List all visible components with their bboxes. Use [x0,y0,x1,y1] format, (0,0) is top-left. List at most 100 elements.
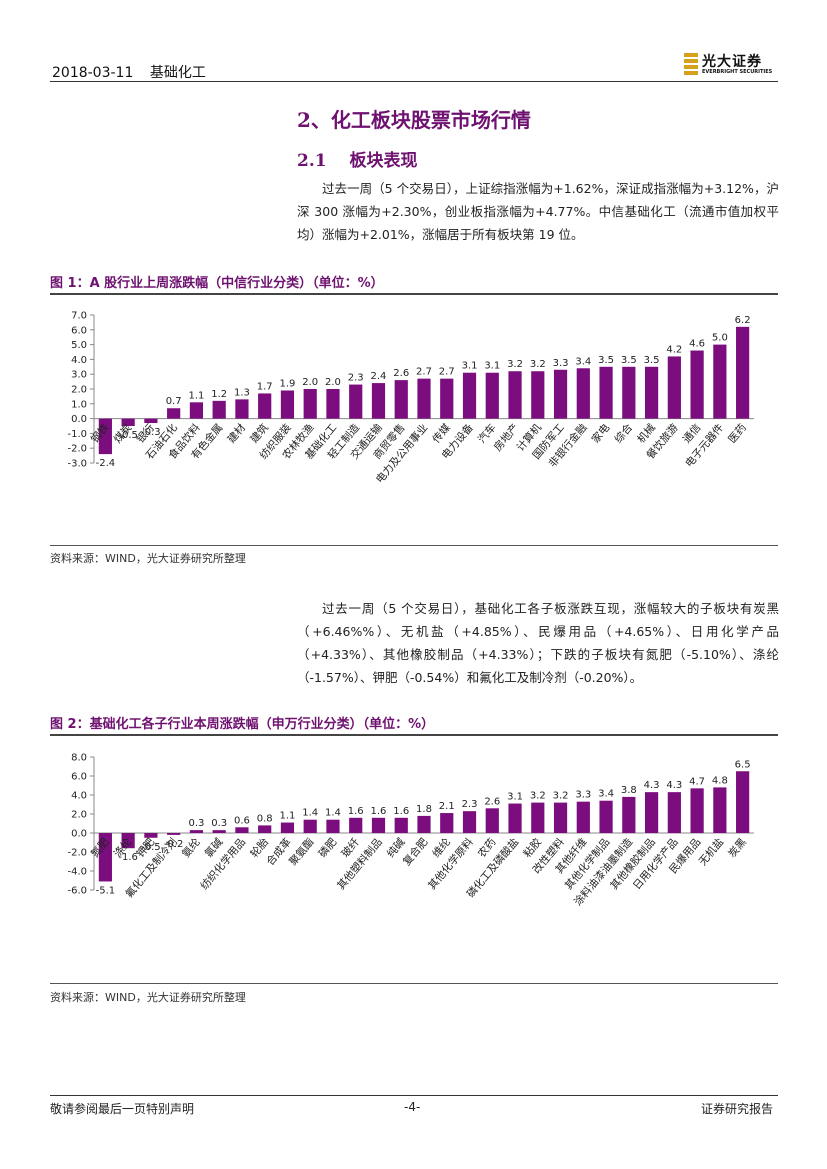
fig1-data-label: 3.5 [621,355,637,366]
fig2-data-label: -1.6 [118,852,138,863]
footer-report-type: 证券研究报告 [701,1102,774,1116]
paragraph-2-text: 过去一周（5 个交易日），基础化工各子板涨跌互现，涨幅较大的子板块有炭黑（+6.… [297,601,779,685]
footer-divider [50,1095,778,1096]
figure-2-bottom-rule [50,983,778,984]
figure-2-bar-chart: 8.06.04.02.00.0-2.0-4.0-6.0 -5.1氮肥 -1.6涤纶 -… [67,753,754,908]
fig2-y-tick-label: 6.0 [71,772,87,783]
fig1-data-label: 2.3 [348,373,364,384]
fig2-category-label: 炭黑 [726,836,749,860]
fig1-bar [599,366,613,419]
fig2-data-label: 3.1 [507,792,523,803]
fig1-bar [98,418,112,455]
page-number: -4- [404,1100,421,1114]
fig2-bar [576,801,590,833]
fig1-y-tick-label: 1.0 [71,399,87,410]
fig1-data-label: 5.0 [712,333,728,344]
fig2-data-label: 1.6 [393,806,409,817]
fig1-data-label: 4.2 [666,344,682,355]
fig2-data-label: 0.6 [234,815,250,826]
fig2-bar [553,802,568,833]
fig1-bar [531,371,545,419]
fig2-data-label: 1.1 [279,811,295,822]
fig2-bar [144,833,158,838]
fig1-category-label: 建材 [225,421,249,446]
fig2-bar [98,833,112,882]
footer-disclaimer: 敬请参阅最后一页特别声明 [50,1102,195,1116]
logo-en-text: EVERBRIGHT SECURITIES [702,69,773,75]
fig1-data-label: 3.4 [575,356,591,367]
fig1-data-label: 6.2 [735,315,751,326]
fig1-category-label: 医药 [726,422,749,446]
report-industry: 基础化工 [149,65,206,81]
report-date: 2018-03-11 [52,65,134,81]
fig1-data-label: 3.1 [484,361,500,372]
fig1-bar [644,366,659,419]
fig1-y-tick-label: 0.0 [71,414,87,425]
fig2-y-tick-label: -4.0 [67,867,87,878]
fig1-bar [371,383,386,419]
fig1-data-label: 2.0 [325,377,341,388]
fig2-data-label: 0.3 [211,818,227,829]
fig1-bar [121,418,135,426]
fig1-bar [280,390,295,419]
fig2-data-label: 1.8 [416,804,432,815]
section-title: 2、化工板块股票市场行情 [297,108,531,132]
fig1-y-tick-label: 3.0 [71,370,87,381]
fig1-data-label: 3.5 [644,355,660,366]
logo-mark-icon [684,53,698,75]
fig2-bar [235,827,249,833]
fig1-bar [508,371,522,419]
fig2-bar [280,822,295,833]
logo-cn-text: 光大证券 [702,54,762,70]
figure-1-top-rule [50,293,778,295]
fig1-category-label: 家电 [589,421,613,446]
fig2-data-label: 1.4 [302,808,318,819]
fig1-bar [576,368,590,419]
fig2-data-label: 1.6 [371,806,387,817]
fig1-bar [667,356,681,419]
fig2-data-label: 2.6 [484,796,500,807]
figure-2-top-rule [50,734,778,736]
figure-2-source: 资料来源：WIND，光大证券研究所整理 [50,991,246,1004]
fig2-bar [121,833,135,849]
fig2-data-label: 3.3 [575,790,591,801]
fig1-bar [326,389,340,419]
report-header: 2018-03-11 基础化工 [52,62,218,82]
fig2-data-label: 1.4 [325,808,341,819]
fig1-bar [553,369,568,419]
figure-1-title: 图 1：A 股行业上周涨跌幅（中信行业分类）（单位：%） [50,276,384,291]
fig2-bar [667,792,681,833]
paragraph-index-performance: 过去一周（5 个交易日），上证综指涨幅为+1.62%，深证成指涨幅为+3.12%… [297,177,779,246]
fig2-bar [394,817,408,833]
fig2-bar [462,811,477,833]
fig2-y-tick-label: -6.0 [67,886,87,897]
fig2-data-label: 4.3 [666,780,682,791]
fig2-data-label: -5.1 [96,885,116,896]
fig1-y-tick-label: -1.0 [67,429,87,440]
fig1-data-label: 2.0 [302,377,318,388]
fig1-bar [189,402,204,419]
fig1-bar [212,400,226,419]
fig1-bar [736,326,750,419]
figure-1-bar-chart: 7.0 6.0 5.0 4.0 3.0 2.0 1.0 0.0 -1.0 -2.0 -3.0 -2.4… [67,311,754,486]
fig1-data-label: 1.3 [234,387,250,398]
fig2-category-label: 聚氨酯 [286,836,316,868]
fig2-data-label: -0.5 [141,842,161,853]
fig2-bar [736,771,750,833]
fig2-bar [371,817,386,833]
fig1-y-tick-label: -2.0 [67,444,87,455]
fig1-data-label: 0.7 [166,396,182,407]
fig1-data-label: 1.2 [211,389,227,400]
fig1-data-label: 3.5 [598,355,614,366]
fig2-bar [212,830,226,833]
fig1-data-label: 3.1 [462,361,478,372]
fig2-bar [440,813,454,833]
fig1-bar [258,393,272,419]
paragraph-subsector-performance: 过去一周（5 个交易日），基础化工各子板涨跌互现，涨幅较大的子板块有炭黑（+6.… [297,597,779,689]
fig1-data-label: 3.2 [507,359,523,370]
fig2-bar [303,819,317,833]
fig1-bar [394,380,408,419]
fig1-bar [462,372,477,419]
fig1-bar [485,372,499,419]
header-divider [50,81,778,82]
